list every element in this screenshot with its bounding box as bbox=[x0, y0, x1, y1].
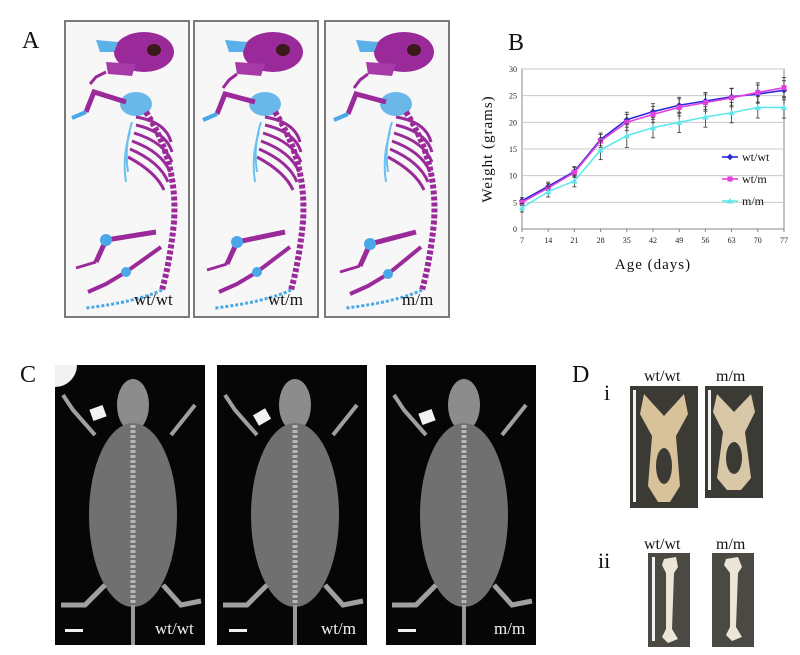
y-tick-label: 20 bbox=[509, 118, 517, 127]
femur-image-wt-wt bbox=[648, 553, 690, 647]
data-point bbox=[755, 89, 761, 96]
y-tick-label: 5 bbox=[513, 198, 517, 207]
data-point bbox=[676, 119, 683, 125]
xray-image-m-m: m/m bbox=[386, 365, 536, 645]
data-point bbox=[650, 111, 656, 117]
data-point bbox=[726, 197, 734, 204]
skeleton-frame-m-m bbox=[324, 20, 450, 318]
data-point bbox=[649, 124, 657, 131]
skeleton-image bbox=[333, 32, 438, 310]
legend-item: m/m bbox=[722, 194, 765, 208]
data-point bbox=[754, 104, 761, 110]
data-point bbox=[597, 146, 604, 153]
y-tick-label: 15 bbox=[509, 145, 517, 154]
scale-bar bbox=[65, 629, 83, 632]
legend-label: wt/m bbox=[742, 172, 767, 186]
legend-label: wt/wt bbox=[742, 150, 770, 164]
genotype-label-a2: wt/m bbox=[268, 290, 303, 309]
data-point bbox=[702, 100, 708, 106]
weight-chart: 0 5 10 15 20 25 30 7 14 21 28 35 42 49 56 63 70 77 Age (da… bbox=[480, 65, 788, 273]
data-point bbox=[519, 199, 525, 205]
skeleton-image bbox=[202, 32, 307, 310]
femur-label-wt-wt: wt/wt bbox=[644, 536, 681, 553]
pelvis-label-m-m: m/m bbox=[716, 368, 746, 385]
femur-image-m-m bbox=[712, 553, 754, 647]
x-tick-label: 14 bbox=[544, 236, 552, 245]
pelvis-image-wt-wt bbox=[630, 386, 698, 508]
pelvis-label-wt-wt: wt/wt bbox=[644, 368, 681, 385]
data-point bbox=[623, 132, 630, 139]
x-tick-label: 28 bbox=[597, 236, 605, 245]
data-point bbox=[571, 169, 577, 176]
y-tick-label: 25 bbox=[509, 92, 517, 101]
x-tick-label: 49 bbox=[675, 236, 683, 245]
xray-image-wt-wt: wt/wt bbox=[55, 365, 205, 645]
legend-label: m/m bbox=[742, 194, 765, 208]
skeleton-frame-wt-wt bbox=[64, 20, 190, 318]
legend-item: wt/m bbox=[722, 172, 767, 186]
x-tick-label: 21 bbox=[570, 236, 578, 245]
x-axis-label: Age (days) bbox=[615, 257, 691, 273]
data-point bbox=[727, 176, 733, 182]
legend-item: wt/wt bbox=[722, 150, 770, 164]
data-point bbox=[571, 177, 578, 184]
genotype-label-a3: m/m bbox=[402, 290, 434, 309]
x-tick-label: 35 bbox=[623, 236, 631, 245]
row-i-numeral: i bbox=[604, 380, 611, 405]
data-point bbox=[729, 95, 735, 101]
panel-c-letter: C bbox=[20, 362, 37, 388]
skeleton-frame-wt-m bbox=[193, 20, 319, 318]
y-tick-label: 10 bbox=[509, 172, 517, 181]
xray-image-wt-m: wt/m bbox=[217, 365, 367, 645]
y-tick-label: 0 bbox=[513, 225, 517, 234]
panel-b-letter: B bbox=[508, 30, 525, 56]
scale-bar bbox=[398, 629, 416, 632]
data-point bbox=[518, 204, 526, 211]
pelvis-image-m-m bbox=[705, 386, 763, 498]
y-axis-label: Weight (grams) bbox=[480, 95, 496, 202]
data-point bbox=[702, 113, 709, 120]
data-point bbox=[728, 109, 735, 116]
x-tick-label: 70 bbox=[754, 236, 762, 245]
series-wt-m bbox=[519, 77, 787, 206]
skeleton-image bbox=[71, 32, 178, 310]
genotype-label-c2: wt/m bbox=[321, 619, 356, 638]
y-tick-label: 30 bbox=[509, 65, 517, 74]
data-point bbox=[676, 104, 682, 110]
x-tick-label: 42 bbox=[649, 236, 657, 245]
panel-a-letter: A bbox=[22, 28, 40, 54]
series-m-m bbox=[518, 96, 788, 213]
scale-bar bbox=[229, 629, 247, 632]
genotype-label-c1: wt/wt bbox=[155, 619, 194, 638]
genotype-label-a1: wt/wt bbox=[134, 290, 173, 309]
panel-d-letter: D bbox=[572, 362, 590, 388]
data-point bbox=[624, 119, 630, 125]
genotype-label-c3: m/m bbox=[494, 619, 526, 638]
data-point bbox=[780, 104, 788, 110]
data-point bbox=[726, 153, 734, 161]
data-point bbox=[545, 188, 552, 195]
x-tick-label: 63 bbox=[728, 236, 736, 245]
row-ii-numeral: ii bbox=[598, 548, 611, 573]
data-point bbox=[781, 85, 787, 91]
x-tick-label: 7 bbox=[520, 236, 524, 245]
x-tick-label: 77 bbox=[780, 236, 788, 245]
femur-label-m-m: m/m bbox=[716, 536, 746, 553]
x-tick-label: 56 bbox=[701, 236, 709, 245]
plot-area: 0 5 10 15 20 25 30 7 14 21 28 35 42 49 56 63 70 77 Age (da… bbox=[480, 65, 788, 273]
